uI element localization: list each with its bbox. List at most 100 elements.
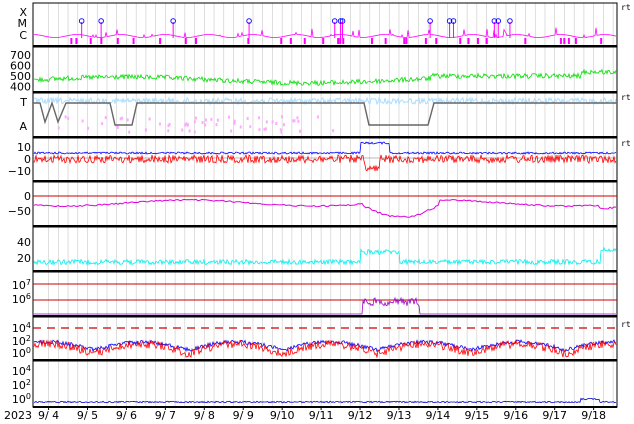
imf-secondary-mark bbox=[64, 115, 67, 119]
bz-tick: 10 bbox=[17, 141, 31, 154]
wind-tick: 700 bbox=[10, 49, 31, 62]
flare-bar bbox=[247, 38, 250, 44]
imf-secondary-mark bbox=[233, 121, 236, 125]
flare-marker bbox=[98, 18, 104, 24]
flare-bar bbox=[89, 38, 92, 44]
electron-tick: 107 bbox=[12, 278, 31, 292]
solar-wind-series bbox=[34, 68, 617, 87]
flare-bar bbox=[476, 38, 479, 44]
imf-secondary-mark bbox=[299, 129, 302, 133]
x-tick-label: 9/ 4 bbox=[38, 409, 59, 422]
panel-frame bbox=[32, 271, 618, 317]
flare-series bbox=[33, 27, 617, 38]
imf-secondary-mark bbox=[264, 127, 267, 131]
wind-tick: 500 bbox=[10, 70, 31, 83]
data-series bbox=[33, 18, 617, 404]
flare-marker bbox=[170, 18, 176, 24]
wind-tick: 600 bbox=[10, 60, 31, 73]
imf-secondary-mark bbox=[121, 116, 124, 120]
imf-secondary-mark bbox=[144, 128, 147, 132]
x-tick-label: 9/14 bbox=[426, 409, 451, 422]
flare-marker bbox=[507, 18, 513, 24]
x-tick-label: 9/13 bbox=[387, 409, 412, 422]
imf-secondary-mark bbox=[279, 128, 282, 132]
flare-bar bbox=[322, 38, 325, 44]
flare-bar bbox=[459, 38, 462, 44]
flare-bar bbox=[342, 38, 345, 44]
sector-label-t: T bbox=[19, 96, 27, 109]
imf-series bbox=[34, 96, 617, 106]
flare-bar bbox=[184, 38, 187, 44]
imf-secondary-mark bbox=[228, 115, 231, 119]
imf-secondary-mark bbox=[167, 124, 170, 128]
imf-secondary-mark bbox=[280, 115, 283, 119]
flare-bar bbox=[384, 38, 387, 44]
x-tick-label: 9/12 bbox=[348, 409, 373, 422]
imf-secondary-mark bbox=[233, 119, 236, 123]
flare-marker bbox=[446, 18, 453, 24]
imf-secondary-mark bbox=[275, 121, 278, 125]
x-tick-label: 9/ 9 bbox=[233, 409, 254, 422]
neutron-tick: 100 bbox=[12, 392, 31, 406]
imf-secondary-mark bbox=[119, 117, 122, 121]
x-tick-label: 9/11 bbox=[309, 409, 334, 422]
imf-secondary-mark bbox=[104, 116, 107, 120]
x-tick-label: 9/ 5 bbox=[77, 409, 98, 422]
proton-tick: 100 bbox=[12, 346, 31, 360]
axis-labels: XMC700600500400TA100−100−504020107106104… bbox=[4, 3, 631, 422]
imf-secondary-mark bbox=[271, 120, 274, 124]
x-tick-label: 9/ 6 bbox=[116, 409, 137, 422]
x-tick-label: 9/18 bbox=[581, 409, 606, 422]
sector-label-a: A bbox=[19, 120, 27, 133]
flare-bar bbox=[563, 38, 566, 44]
flare-bar bbox=[303, 38, 306, 44]
panel-frame bbox=[32, 316, 618, 361]
flare-marker bbox=[331, 18, 338, 24]
electron-series bbox=[34, 296, 616, 315]
flare-marker bbox=[78, 18, 85, 24]
flare-marker bbox=[246, 18, 252, 24]
bt-series bbox=[33, 141, 617, 155]
imf-secondary-mark bbox=[158, 122, 161, 126]
imf-secondary-mark bbox=[57, 126, 60, 130]
bz-tick: 0 bbox=[24, 153, 31, 166]
flare-bar bbox=[403, 38, 406, 44]
flare-bar bbox=[159, 38, 162, 44]
imf-secondary-mark bbox=[216, 118, 219, 122]
flare-label-x: X bbox=[19, 6, 27, 19]
flare-marker bbox=[339, 18, 346, 24]
imf-secondary-mark bbox=[239, 125, 242, 129]
dst-series bbox=[33, 198, 617, 218]
x-tick-label: 9/10 bbox=[270, 409, 295, 422]
panel-frames bbox=[32, 2, 618, 408]
imf-secondary-mark bbox=[332, 129, 335, 133]
electron-tick: 106 bbox=[12, 292, 31, 306]
panel-frame bbox=[32, 181, 618, 227]
imf-secondary-mark bbox=[265, 120, 268, 124]
flare-bar bbox=[567, 38, 570, 44]
neutron-series bbox=[33, 397, 617, 404]
imf-secondary-mark bbox=[148, 117, 151, 121]
rt-label: rt bbox=[621, 320, 631, 329]
proton-tick: 104 bbox=[12, 321, 31, 335]
imf-secondary-mark bbox=[293, 119, 296, 123]
imf-secondary-mark bbox=[204, 118, 207, 122]
panel-frame bbox=[32, 2, 618, 47]
rt-label: rt bbox=[621, 3, 631, 12]
rt-label: rt bbox=[621, 139, 631, 148]
imf-secondary-mark bbox=[258, 128, 261, 132]
imf-secondary-mark bbox=[246, 117, 249, 121]
kp-series bbox=[33, 246, 617, 266]
imf-secondary-mark bbox=[168, 123, 171, 127]
imf-secondary-mark bbox=[249, 125, 252, 129]
imf-secondary-mark bbox=[215, 123, 218, 127]
imf-secondary-mark bbox=[296, 116, 299, 120]
flare-bar bbox=[116, 38, 119, 44]
dst-tick: 0 bbox=[24, 190, 31, 203]
flare-bar bbox=[289, 38, 292, 44]
flare-bar bbox=[600, 38, 603, 44]
x-tick-label: 9/16 bbox=[503, 409, 528, 422]
imf-secondary-mark bbox=[316, 115, 319, 119]
imf-secondary-mark bbox=[115, 124, 118, 128]
